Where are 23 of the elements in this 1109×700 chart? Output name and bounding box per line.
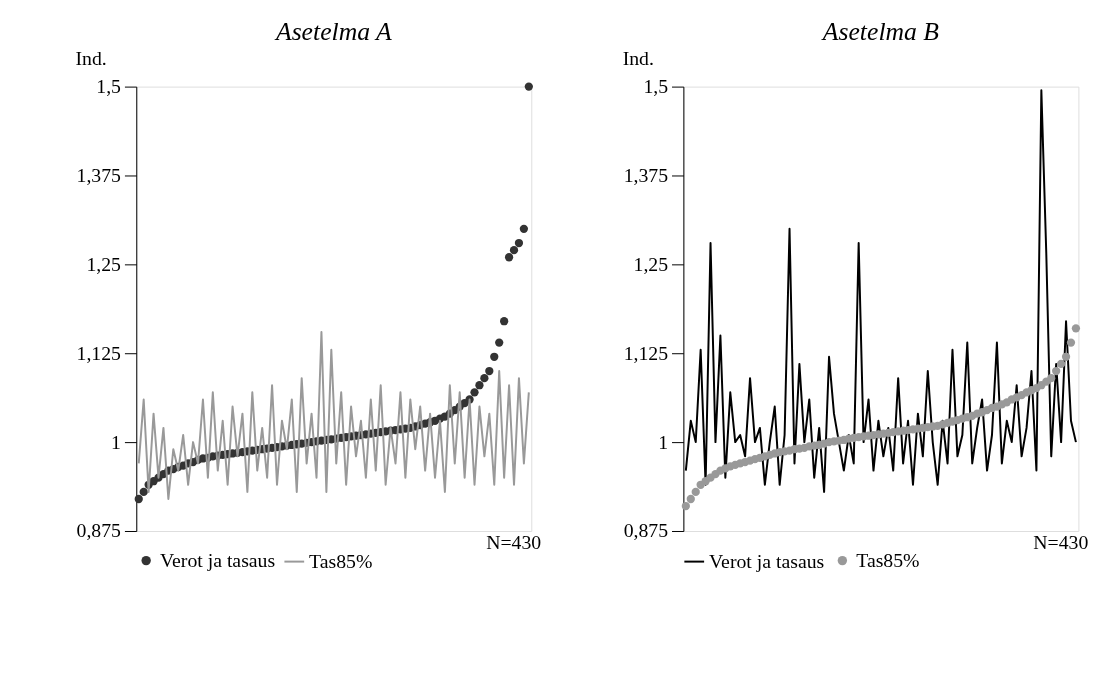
y-tick-label: 1,25: [633, 252, 669, 275]
chart-title: Asetelma A: [273, 17, 392, 47]
legend-label: Verot ja tasaus: [709, 549, 825, 572]
y-tick-label: 0,875: [623, 519, 669, 542]
line-series: [137, 330, 530, 500]
legend-label: Verot ja tasaus: [159, 548, 276, 571]
y-tick-label: 1: [111, 430, 121, 453]
legend-label: Tas85%: [856, 548, 920, 571]
y-tick-label: 1: [658, 430, 669, 453]
annotation: N=430: [1033, 530, 1089, 553]
y-tick-label: 1,5: [96, 75, 122, 98]
y-tick-label: 0,875: [76, 519, 122, 542]
y-tick-label: 1,25: [86, 252, 122, 275]
y-axis-title: Ind.: [75, 47, 107, 70]
chart-title: Asetelma B: [820, 17, 940, 47]
legend-label: Tas85%: [309, 549, 373, 572]
y-tick-label: 1,125: [623, 341, 669, 364]
y-tick-label: 1,375: [623, 163, 669, 186]
y-tick-label: 1,375: [76, 163, 122, 186]
annotation: N=430: [486, 530, 542, 553]
y-axis-title: Ind.: [622, 47, 654, 70]
y-tick-label: 1,125: [76, 341, 122, 364]
y-tick-label: 1,5: [643, 75, 669, 98]
